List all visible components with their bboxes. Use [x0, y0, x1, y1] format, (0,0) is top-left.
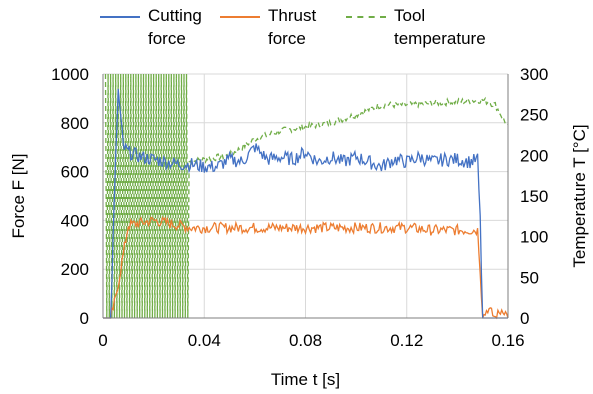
- x-tick-label: 0.12: [390, 331, 423, 350]
- legend-label-cutting-force: Cutting force: [148, 6, 202, 48]
- x-tick-label: 0: [98, 331, 107, 350]
- legend-swatch-tool-temperature: [346, 16, 386, 18]
- legend: Cutting force Thrust force Tool temperat…: [0, 4, 593, 54]
- y-tick-label: 0: [80, 309, 89, 328]
- legend-item-tool-temperature: Tool temperature: [346, 4, 486, 50]
- series-line-cutting-force: [103, 88, 508, 319]
- y2-tick-label: 100: [520, 228, 548, 247]
- y2-tick-label: 300: [520, 65, 548, 84]
- series-line-tool-temperature: [104, 73, 509, 319]
- legend-label-thrust-force: Thrust force: [268, 6, 317, 48]
- y2-tick-label: 250: [520, 106, 548, 125]
- y-tick-label: 200: [61, 260, 89, 279]
- x-tick-label: 0.08: [289, 331, 322, 350]
- series-line-thrust-force: [103, 215, 509, 320]
- legend-swatch-thrust-force: [220, 16, 260, 18]
- legend-item-thrust-force: Thrust force: [220, 4, 316, 50]
- y2-tick-label: 200: [520, 146, 548, 165]
- x-tick-label: 0.04: [188, 331, 221, 350]
- y2-tick-label: 150: [520, 187, 548, 206]
- legend-swatch-cutting-force: [100, 16, 140, 18]
- y-axis-title: Force F [N]: [9, 153, 28, 238]
- y-tick-label: 400: [61, 211, 89, 230]
- legend-label-tool-temperature: Tool temperature: [394, 6, 486, 48]
- y-tick-label: 800: [61, 114, 89, 133]
- x-axis-title: Time t [s]: [271, 370, 340, 389]
- y2-tick-label: 0: [520, 309, 529, 328]
- y-tick-label: 600: [61, 163, 89, 182]
- y2-axis-title: Temperature T [°C]: [570, 124, 589, 267]
- y-tick-label: 1000: [51, 65, 89, 84]
- x-tick-label: 0.16: [491, 331, 524, 350]
- legend-item-cutting-force: Cutting force: [100, 4, 202, 50]
- y2-tick-label: 50: [520, 268, 539, 287]
